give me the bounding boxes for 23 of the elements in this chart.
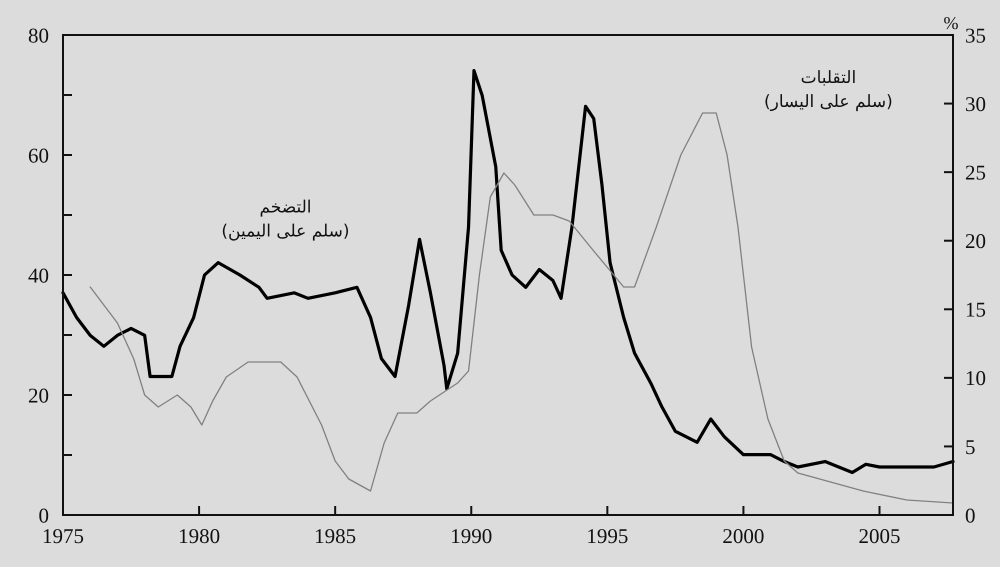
y2-tick-label: 20 (965, 229, 986, 254)
y-tick-label: 20 (28, 383, 49, 408)
y2-tick-label: 0 (965, 503, 976, 528)
y-tick-label: 80 (28, 23, 49, 48)
y2-tick-label: 10 (965, 366, 986, 390)
line-series (61, 69, 955, 474)
y2-tick-label: 25 (965, 160, 986, 184)
x-tick-label: 1980 (178, 524, 220, 548)
x-tick-label: 1990 (450, 524, 492, 548)
y-tick-label: 60 (28, 143, 49, 168)
y2-axis-title: % (944, 13, 958, 33)
y2-tick-label: 5 (965, 434, 976, 459)
x-tick-label: 1985 (314, 524, 356, 548)
y2-tick-label: 15 (965, 298, 986, 322)
x-tick-label: 1995 (586, 524, 628, 548)
text: التقلبات (سلم على اليسار) (764, 68, 893, 112)
x-tick-label: 2000 (722, 524, 764, 548)
series-label: التضخم (سلم على اليمين) (221, 198, 350, 242)
x-tick-label: 2005 (858, 524, 901, 548)
y-tick-label: 40 (28, 263, 49, 288)
y2-tick-label: 30 (965, 92, 986, 116)
line-series (90, 112, 954, 504)
y2-tick-label: 35 (965, 23, 986, 48)
